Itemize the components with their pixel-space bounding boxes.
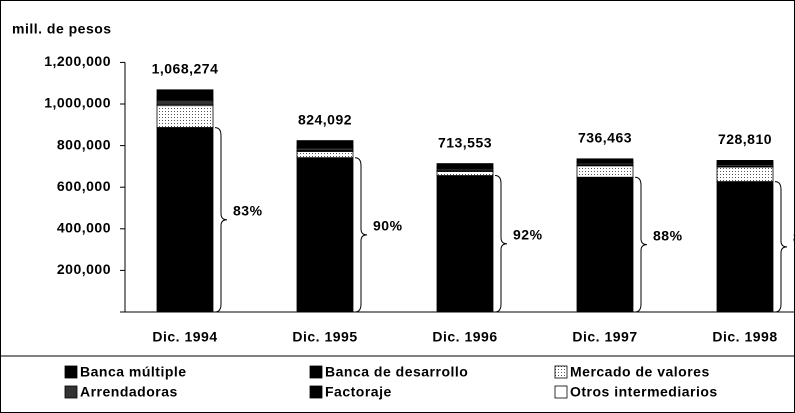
legend-label: Banca múltiple xyxy=(80,364,187,380)
total-label: 824,092 xyxy=(298,111,352,127)
bar-segment xyxy=(296,151,354,159)
total-label: 736,463 xyxy=(578,130,632,146)
bar-segment xyxy=(156,89,214,99)
bar-segment xyxy=(156,105,214,128)
bar-segment xyxy=(156,127,214,313)
legend-swatch xyxy=(309,365,323,379)
bar-segment xyxy=(576,158,634,163)
total-label: 1,068,274 xyxy=(152,61,219,77)
legend-swatch xyxy=(554,365,568,379)
total-label: 713,553 xyxy=(438,134,492,150)
legend-label: Arrendadoras xyxy=(80,384,178,400)
share-label: 86% xyxy=(793,230,795,246)
bar-segment xyxy=(576,176,634,313)
y-tick-label: 1,000,000 xyxy=(44,95,111,111)
bar-segment xyxy=(716,181,774,313)
y-tick-label: 200,000 xyxy=(57,261,111,277)
share-label: 92% xyxy=(513,226,543,242)
bar-segment xyxy=(716,160,774,164)
legend-label: Banca de desarrollo xyxy=(325,364,468,380)
share-label: 83% xyxy=(233,202,263,218)
share-brace xyxy=(354,157,368,313)
x-tick-label: Dic. 1996 xyxy=(432,329,497,345)
share-brace xyxy=(494,174,508,313)
y-tick-label: 600,000 xyxy=(57,178,111,194)
x-tick-label: Dic. 1998 xyxy=(712,329,777,345)
x-tick-label: Dic. 1997 xyxy=(572,329,637,345)
legend-label: Otros intermediarios xyxy=(570,384,718,400)
bar-segment xyxy=(436,175,494,313)
bar-segment xyxy=(576,165,634,178)
bar-segment xyxy=(436,163,494,169)
legend-swatch xyxy=(64,385,78,399)
total-label: 728,810 xyxy=(718,131,772,147)
chart-title: mill. de pesos xyxy=(12,21,112,37)
x-tick-label: Dic. 1994 xyxy=(152,329,217,345)
share-label: 88% xyxy=(653,227,683,243)
legend-swatch xyxy=(554,385,568,399)
share-brace xyxy=(214,127,228,313)
legend-swatch xyxy=(64,365,78,379)
legend-swatch xyxy=(309,385,323,399)
y-tick-label: 1,200,000 xyxy=(44,53,111,69)
y-tick-label: 800,000 xyxy=(57,136,111,152)
bar-segment xyxy=(156,99,214,105)
share-label: 90% xyxy=(373,218,403,234)
x-tick-label: Dic. 1995 xyxy=(292,329,357,345)
share-brace xyxy=(634,176,648,313)
y-tick-label: 400,000 xyxy=(57,220,111,236)
bar-segment xyxy=(296,140,354,148)
bar-segment xyxy=(716,166,774,182)
bar-segment xyxy=(436,170,494,176)
legend-label: Factoraje xyxy=(325,384,392,400)
share-brace xyxy=(774,181,788,313)
bar-segment xyxy=(296,157,354,313)
legend-label: Mercado de valores xyxy=(570,364,710,380)
